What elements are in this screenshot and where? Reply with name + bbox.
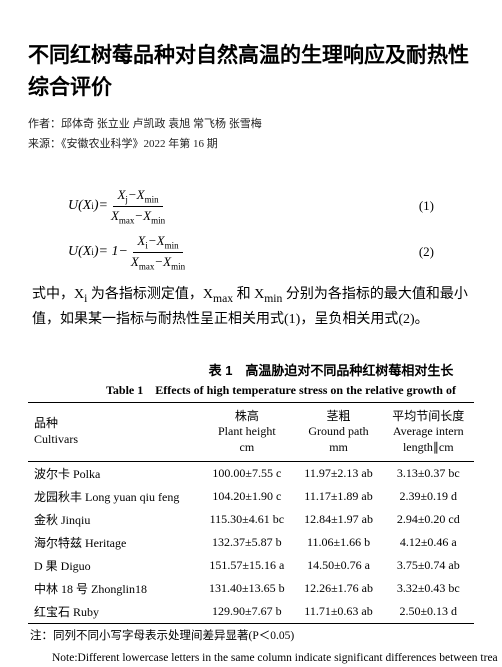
note-zh: 注：同列不同小写字母表示处理间差异显著(P＜0.05) xyxy=(30,628,472,645)
cell: 100.00±7.55 c xyxy=(199,462,294,486)
cell: 2.50±0.13 d xyxy=(383,600,474,624)
author-line: 作者：邱体奇 张立业 卢凯政 袁旭 常飞杨 张雪梅 xyxy=(28,115,474,131)
cell-cultivar: 海尔特兹 Heritage xyxy=(28,531,199,554)
cell: 2.39±0.19 d xyxy=(383,485,474,508)
table-caption-zh: 表 1 高温胁迫对不同品种红树莓相对生长 xyxy=(28,360,474,379)
cell: 151.57±15.16 a xyxy=(199,554,294,577)
cell-cultivar: 龙园秋丰 Long yuan qiu feng xyxy=(28,485,199,508)
cell: 104.20±1.90 c xyxy=(199,485,294,508)
cell: 129.90±7.67 b xyxy=(199,600,294,624)
cell-cultivar: 波尔卡 Polka xyxy=(28,462,199,486)
table-row: 金秋 Jinqiu115.30±4.61 bc12.84±1.97 ab2.94… xyxy=(28,508,474,531)
body-text: 式中，Xi 为各指标测定值，Xmax 和 Xmin 分别为各指标的最大值和最小值… xyxy=(32,283,470,331)
table-row: 波尔卡 Polka100.00±7.55 c11.97±2.13 ab3.13±… xyxy=(28,462,474,486)
table-row: 海尔特兹 Heritage132.37±5.87 b11.06±1.66 b4.… xyxy=(28,531,474,554)
cell-cultivar: 中林 18 号 Zhonglin18 xyxy=(28,577,199,600)
cell: 131.40±13.65 b xyxy=(199,577,294,600)
cell: 115.30±4.61 bc xyxy=(199,508,294,531)
cell: 12.84±1.97 ab xyxy=(295,508,383,531)
cell-cultivar: 金秋 Jinqiu xyxy=(28,508,199,531)
cell: 11.71±0.63 ab xyxy=(295,600,383,624)
cell: 3.32±0.43 bc xyxy=(383,577,474,600)
data-table: 品种Cultivars株高Plant heightcm茎粗Ground path… xyxy=(28,402,474,625)
cell: 3.75±0.74 ab xyxy=(383,554,474,577)
table-header: 品种Cultivars xyxy=(28,402,199,462)
table-header: 平均节间长度Average internlength∥cm xyxy=(383,402,474,462)
table-row: 红宝石 Ruby129.90±7.67 b11.71±0.63 ab2.50±0… xyxy=(28,600,474,624)
table-row: 中林 18 号 Zhonglin18131.40±13.65 b12.26±1.… xyxy=(28,577,474,600)
cell: 11.17±1.89 ab xyxy=(295,485,383,508)
eq-num-1: (1) xyxy=(419,198,434,214)
formula-2: U(Xi)= 1− Xi−Xmin Xmax−Xmin xyxy=(68,233,188,271)
table-row: 龙园秋丰 Long yuan qiu feng104.20±1.90 c11.1… xyxy=(28,485,474,508)
cell: 14.50±0.76 a xyxy=(295,554,383,577)
cell: 11.06±1.66 b xyxy=(295,531,383,554)
eq-num-2: (2) xyxy=(419,244,434,260)
cell-cultivar: D 果 Diguo xyxy=(28,554,199,577)
note-en: Note:Different lowercase letters in the … xyxy=(52,650,472,667)
page-title: 不同红树莓品种对自然高温的生理响应及耐热性综合评价 xyxy=(28,40,474,103)
cell: 3.13±0.37 bc xyxy=(383,462,474,486)
cell: 132.37±5.87 b xyxy=(199,531,294,554)
table-header: 株高Plant heightcm xyxy=(199,402,294,462)
table-row: D 果 Diguo151.57±15.16 a14.50±0.76 a3.75±… xyxy=(28,554,474,577)
cell: 4.12±0.46 a xyxy=(383,531,474,554)
table-caption-en: Table 1 Effects of high temperature stre… xyxy=(28,381,474,398)
formula-block: U(Xi)= Xj−Xmin Xmax−Xmin (1) U(Xi)= 1− X… xyxy=(68,187,474,271)
cell: 2.94±0.20 cd xyxy=(383,508,474,531)
cell: 12.26±1.76 ab xyxy=(295,577,383,600)
table-header: 茎粗Ground pathmm xyxy=(295,402,383,462)
source-line: 来源：《安徽农业科学》2022 年第 16 期 xyxy=(28,135,474,151)
cell: 11.97±2.13 ab xyxy=(295,462,383,486)
cell-cultivar: 红宝石 Ruby xyxy=(28,600,199,624)
formula-1: U(Xi)= Xj−Xmin Xmax−Xmin xyxy=(68,187,168,225)
